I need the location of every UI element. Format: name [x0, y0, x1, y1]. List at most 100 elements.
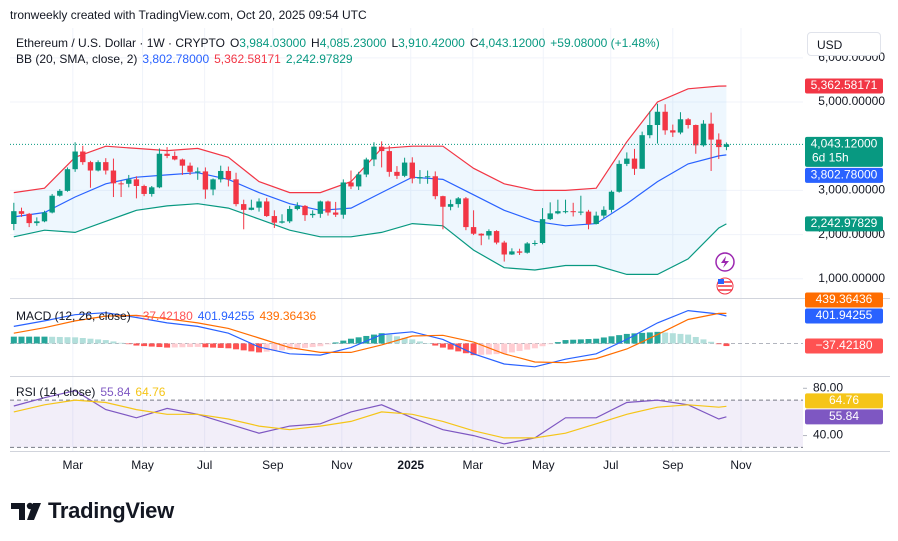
y-tick-label: 5,000.00000 [818, 94, 885, 108]
x-tick-label: 2025 [397, 458, 424, 472]
macd-histogram-bar [355, 337, 362, 344]
candle-body [325, 201, 331, 213]
candle-body [179, 159, 186, 166]
macd-histogram-bar [248, 343, 255, 352]
legend-title: RSI (14, close) [16, 385, 96, 399]
macd-histogram-bar [570, 339, 577, 344]
candle-body [233, 179, 239, 205]
candle-body [72, 151, 78, 170]
macd-histogram-bar [118, 342, 125, 344]
candle-body [279, 221, 285, 223]
badge-background [805, 167, 883, 183]
macd-histogram-bar [600, 337, 607, 344]
candle-body [601, 209, 607, 216]
macd-histogram-bar [432, 343, 439, 346]
badge-label: 4,043.12000 [811, 136, 878, 150]
ohlc-value: 3,910.42000 [398, 36, 465, 50]
legend-value: 5,362.58171 [214, 52, 281, 66]
candle-body [210, 179, 216, 190]
candle-body [570, 211, 576, 213]
macd-histogram-bar [616, 335, 623, 344]
macd-histogram-bar [485, 343, 492, 355]
legend: RSI (14, close) 55.84 64.76 [16, 385, 170, 399]
candle-body [225, 170, 232, 180]
macd-histogram-bar [478, 343, 485, 355]
macd-histogram-bar [608, 336, 615, 344]
candle-body [141, 185, 147, 194]
candle-body [639, 135, 645, 169]
candle-body [562, 211, 569, 213]
candle-body [126, 179, 132, 184]
candle-body [424, 176, 431, 178]
candle-body [700, 123, 707, 146]
macd-histogram-bar [233, 343, 240, 350]
macd-histogram-bar [654, 331, 661, 344]
candle-body [41, 212, 48, 222]
candle-body [608, 191, 615, 210]
price-badge: 3,802.78000 [805, 167, 883, 183]
badge-label: 439.36436 [816, 292, 873, 306]
x-tick-label: Sep [662, 458, 684, 472]
credit: tronweekly created with TradingView.com,… [10, 8, 367, 22]
badge-label: 55.84 [829, 409, 859, 423]
macd-histogram-bar [79, 338, 86, 344]
macd-histogram-bar [156, 343, 163, 348]
candle-body [57, 190, 63, 196]
legend-value: 55.84 [100, 385, 131, 399]
macd-histogram-bar [271, 343, 278, 352]
candle-body [218, 170, 224, 180]
event-icon-glyph [718, 279, 724, 284]
rsi-line [13, 399, 727, 439]
candle-body [624, 158, 630, 164]
macd-histogram-bar [87, 338, 94, 344]
badge-background [805, 308, 883, 324]
candle-body [693, 125, 699, 146]
macd-histogram-bar [309, 343, 316, 348]
candle-body [348, 182, 354, 187]
candle-body [578, 211, 584, 213]
macd-histogram-bar [700, 339, 707, 344]
legend-title: MACD (12, 26, close) [16, 309, 131, 323]
candle-body [149, 187, 155, 194]
macd-histogram-bar [524, 343, 531, 350]
macd-histogram-bar [723, 343, 730, 347]
candle-body [432, 176, 438, 197]
badge-background [805, 216, 883, 232]
macd-histogram-bar [416, 341, 423, 344]
macd-histogram-bar [10, 336, 17, 344]
candle-body [447, 204, 454, 207]
macd-histogram-bar [18, 336, 25, 344]
ohlc-key: H [311, 36, 320, 50]
plot-background [10, 28, 890, 452]
macd-histogram-bar [623, 333, 630, 344]
macd-histogram-bar [110, 341, 117, 344]
macd-histogram-bar [202, 343, 209, 348]
candle-body [409, 162, 415, 179]
x-tick-label: Sep [262, 458, 284, 472]
candle-body [670, 130, 676, 133]
badge-background [805, 292, 883, 308]
rsi-band [10, 400, 803, 448]
price-badge: 55.84 [805, 409, 883, 425]
badge-label: 2,242.97829 [811, 216, 878, 230]
macd-histogram-bar [95, 339, 102, 344]
badge-background [805, 393, 883, 409]
price-badge: 439.36436 [805, 292, 883, 308]
macd-histogram-bar [401, 337, 408, 344]
candle-body [524, 243, 530, 253]
candle-body [708, 123, 714, 140]
macd-histogram-bar [187, 343, 194, 348]
macd-histogram-bar [133, 343, 140, 346]
candle-body [677, 119, 684, 133]
candle-body [49, 195, 55, 213]
currency-button[interactable]: USD [807, 32, 881, 56]
macd-histogram-bar [439, 343, 446, 348]
candle-body [241, 204, 247, 210]
macd-histogram-bar [294, 343, 301, 349]
candle-body [355, 174, 362, 187]
macd-histogram-bar [125, 343, 132, 345]
candle-body [401, 162, 408, 176]
candle-body [593, 215, 599, 224]
badge-label: 5,362.58171 [811, 78, 878, 92]
